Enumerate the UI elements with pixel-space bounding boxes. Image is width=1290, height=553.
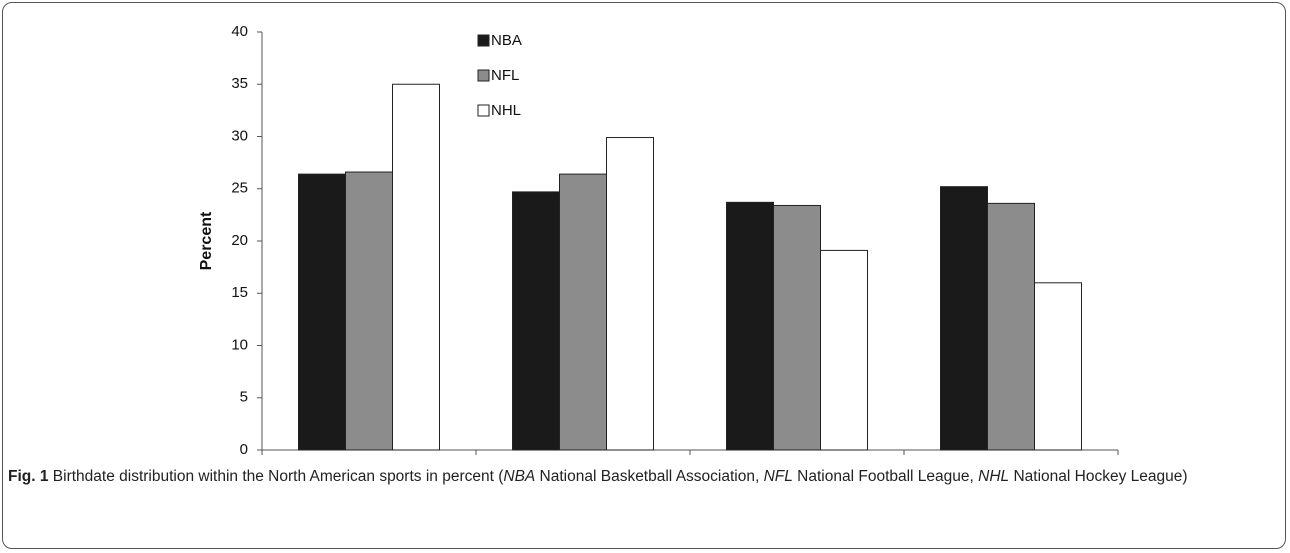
y-tick-label: 10 bbox=[231, 336, 248, 353]
legend-label: NFL bbox=[491, 67, 519, 84]
bar bbox=[345, 171, 393, 451]
y-tick-label: 40 bbox=[231, 23, 248, 40]
y-tick-label: 5 bbox=[240, 389, 248, 406]
y-axis-label: Percent bbox=[198, 211, 215, 270]
caption-text: National Football League, bbox=[792, 468, 979, 485]
bar bbox=[987, 202, 1035, 451]
legend-swatch bbox=[477, 34, 490, 47]
caption-text: Birthdate distribution within the North … bbox=[48, 468, 504, 485]
y-tick-label: 25 bbox=[231, 180, 248, 197]
bar bbox=[559, 173, 607, 451]
caption-text: NBA bbox=[503, 468, 536, 485]
caption-text: National Hockey League) bbox=[1009, 468, 1188, 485]
chart: Percent 0510152025303540Quartile 1Quarti… bbox=[198, 23, 1119, 458]
y-tick-label: 0 bbox=[240, 441, 248, 458]
caption-text: National Basketball Association, bbox=[535, 468, 764, 485]
y-tick-label: 35 bbox=[231, 75, 248, 92]
y-tick-label: 20 bbox=[231, 232, 248, 249]
caption-text: NFL bbox=[763, 468, 793, 485]
legend-swatch bbox=[477, 104, 490, 117]
bar bbox=[726, 201, 774, 451]
bar bbox=[512, 191, 560, 451]
caption-label: Fig. 1 bbox=[8, 468, 49, 485]
bar bbox=[773, 204, 821, 451]
legend-swatch bbox=[477, 69, 490, 82]
y-tick-label: 30 bbox=[231, 127, 248, 144]
caption: Fig. 1 Birthdate distribution within the… bbox=[8, 465, 1278, 488]
caption-text: NHL bbox=[978, 468, 1010, 485]
bar bbox=[940, 186, 988, 451]
bar bbox=[298, 173, 346, 451]
legend-label: NHL bbox=[491, 102, 521, 119]
bar bbox=[820, 249, 868, 451]
y-tick-label: 15 bbox=[231, 284, 248, 301]
legend-label: NBA bbox=[491, 32, 522, 49]
bar bbox=[392, 83, 440, 451]
bar bbox=[1034, 282, 1082, 451]
bar bbox=[606, 137, 654, 451]
